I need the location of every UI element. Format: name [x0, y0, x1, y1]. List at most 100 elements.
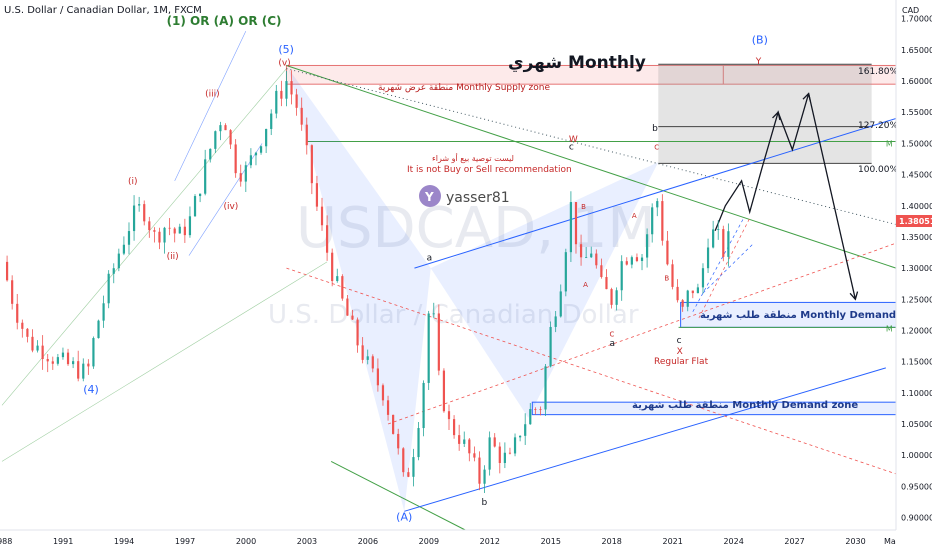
- candle-body: [132, 205, 136, 232]
- author-name: yasser81: [446, 190, 510, 206]
- candle-body: [488, 437, 491, 470]
- wave-label-A-small-1: A: [583, 281, 588, 289]
- candle-body: [392, 414, 395, 434]
- dotted-downtrend: [286, 68, 897, 225]
- candle-body: [239, 173, 242, 182]
- current-price-badge: [896, 215, 932, 227]
- wave-label-X: X: [677, 347, 683, 357]
- demand-zone-label-lower: منطقة طلب شهرية Monthly Demand zone: [632, 400, 858, 411]
- wave-label-iv: (iv): [223, 202, 238, 212]
- candle-body: [549, 326, 552, 367]
- time-axis-end-label: Ma: [884, 537, 896, 546]
- candle-body: [290, 81, 293, 95]
- candle-body: [61, 352, 65, 358]
- wave-label-M-lower: M: [886, 325, 893, 334]
- candle-body: [16, 303, 19, 323]
- green-downtrend: [286, 64, 897, 269]
- wave-label-iii: (iii): [205, 90, 220, 100]
- candle-body: [158, 231, 161, 243]
- candle-body: [163, 227, 166, 243]
- candle-body: [386, 400, 390, 415]
- candle-body: [46, 358, 49, 362]
- candle-body: [686, 290, 689, 307]
- price-ticks: 0.90000 0.95000 1.00000 1.05000 1.10000 1.150…: [901, 15, 932, 523]
- wave-label-ii: (ii): [167, 252, 179, 262]
- candle-body: [285, 81, 288, 99]
- projection-red-1: [698, 218, 751, 319]
- projection-arrowhead: [802, 92, 811, 102]
- candle-body: [397, 433, 400, 449]
- candle-body: [595, 253, 598, 266]
- time-tick-label: 2021: [663, 537, 683, 546]
- candle-body: [295, 94, 298, 108]
- price-tick-label: 1.70000: [901, 15, 932, 24]
- wave-label-B-small-2: B: [664, 275, 669, 283]
- candle-body: [671, 264, 674, 287]
- candle-body: [656, 201, 659, 208]
- wave-label-c-right: c: [677, 336, 682, 346]
- candle-body: [676, 286, 679, 301]
- price-tick-label: 0.95000: [901, 482, 932, 491]
- price-tick-label: 0.90000: [901, 514, 932, 523]
- candle-body: [336, 276, 339, 282]
- candle-body: [102, 303, 105, 321]
- time-tick-label: 2024: [723, 537, 743, 546]
- candle-body: [112, 268, 115, 274]
- price-tick-label: 1.40000: [901, 202, 932, 211]
- candle-body: [696, 287, 699, 294]
- price-tick-label: 1.05000: [901, 420, 932, 429]
- candle-body: [498, 446, 501, 464]
- candle-body: [437, 313, 440, 371]
- watermark-ticker: USDCAD, 1M: [296, 196, 656, 261]
- candle-body: [458, 435, 461, 444]
- time-ticks: 1988 1991 1994 1997 2000 2003 2006 2009 2012 2015…: [0, 537, 866, 546]
- candle-body: [351, 315, 354, 320]
- candle-body: [615, 290, 618, 305]
- wave3-channel-upper: [174, 31, 247, 181]
- candle-body: [244, 165, 247, 182]
- candle-body: [209, 148, 212, 160]
- wave-label-Y: Y: [755, 57, 762, 67]
- candle-body: [706, 247, 710, 269]
- candle-body: [26, 328, 29, 337]
- candle-body: [5, 261, 9, 281]
- wave-label-a-low: a: [427, 254, 433, 264]
- time-axis: 1988 1991 1994 1997 2000 2003 2006 2009 2012 2015…: [0, 529, 932, 550]
- candle-body: [31, 336, 34, 351]
- price-tick-label: 1.45000: [901, 171, 932, 180]
- time-tick-label: 2006: [358, 537, 378, 546]
- candle-body: [310, 145, 313, 184]
- candle-body: [402, 448, 405, 473]
- candle-body: [605, 277, 608, 290]
- candle-body: [87, 363, 90, 367]
- projection-arrowhead: [849, 291, 859, 301]
- candle-body: [97, 320, 100, 339]
- candle-body: [463, 439, 466, 444]
- wave-label-a-right: a: [610, 339, 616, 349]
- candle-body: [513, 437, 517, 454]
- price-tick-label: 1.15000: [901, 358, 932, 367]
- candles-layer: [5, 70, 730, 493]
- price-tick-label: 1.25000: [901, 295, 932, 304]
- candle-body: [325, 225, 329, 253]
- candle-body: [534, 409, 537, 410]
- candle-body: [117, 253, 120, 269]
- wave-labels-layer: (1) OR (A) OR (C) (5) (4) (A) (B) (v) (iii) (i)…: [83, 14, 893, 524]
- wave-label-B-small-1: B: [581, 203, 586, 211]
- wave-label-1-a-c: (1) OR (A) OR (C): [167, 14, 282, 28]
- candle-body: [503, 452, 506, 464]
- candle-body: [585, 257, 588, 259]
- candle-body: [559, 291, 562, 317]
- wave-label-C-small-1: C: [610, 331, 615, 339]
- supply-zone-label: منطقة عرض شهرية Monthly Supply zone: [378, 83, 550, 93]
- candle-body: [173, 228, 176, 234]
- candle-body: [701, 268, 705, 288]
- candle-body: [590, 253, 593, 258]
- candle-body: [376, 368, 379, 386]
- candle-body: [646, 234, 649, 258]
- fib-127-label: 127.20%(1: [858, 121, 907, 131]
- candle-body: [432, 313, 435, 315]
- candle-body: [143, 204, 146, 222]
- candle-body: [524, 424, 527, 436]
- candle-body: [554, 316, 557, 327]
